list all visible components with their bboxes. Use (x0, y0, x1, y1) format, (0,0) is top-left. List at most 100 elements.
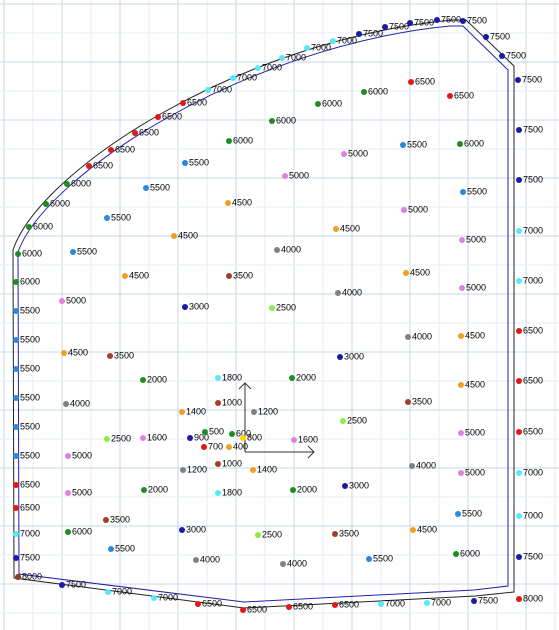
point-dot (458, 382, 464, 388)
point-label: 5500 (150, 182, 170, 192)
point-dot (290, 487, 296, 493)
point-label: 5000 (348, 148, 368, 158)
point-label: 7000 (212, 84, 232, 94)
point-label: 5000 (72, 487, 92, 497)
point-dot (195, 601, 201, 607)
point-label: 7000 (20, 528, 40, 538)
point-label: 6500 (202, 598, 222, 608)
point-label: 7500 (490, 31, 510, 41)
point-label: 7000 (237, 72, 257, 82)
point-dot (13, 366, 19, 372)
point-dot (104, 215, 110, 221)
point-label: 600 (236, 428, 251, 438)
point-dot (255, 65, 261, 71)
point-dot (516, 554, 522, 560)
point-label: 3000 (349, 480, 369, 490)
point-label: 7000 (311, 42, 331, 52)
point-dot (460, 189, 466, 195)
point-label: 6000 (460, 548, 480, 558)
point-label: 6000 (71, 178, 91, 188)
point-label: 2000 (148, 484, 168, 494)
point-dot (458, 333, 464, 339)
point-dot (108, 546, 114, 552)
point-label: 8000 (523, 593, 543, 603)
point-label: 5500 (115, 543, 135, 553)
point-label: 4000 (200, 554, 220, 564)
point-dot (251, 409, 257, 415)
point-label: 6000 (233, 135, 253, 145)
point-dot (341, 151, 347, 157)
point-label: 6500 (139, 127, 159, 137)
point-dot (499, 53, 505, 59)
point-label: 7000 (523, 467, 543, 477)
point-dot (182, 304, 188, 310)
point-dot (516, 278, 522, 284)
point-label: 6000 (33, 221, 53, 231)
point-label: 7500 (523, 124, 543, 134)
point-dot (361, 89, 367, 95)
point-label: 1000 (222, 458, 242, 468)
point-dot (269, 118, 275, 124)
point-label: 6500 (523, 426, 543, 436)
point-label: 6500 (247, 604, 267, 614)
point-label: 6000 (50, 198, 70, 208)
point-label: 7500 (414, 17, 434, 27)
point-label: 7500 (523, 174, 543, 184)
point-dot (274, 247, 280, 253)
point-label: 5000 (72, 450, 92, 460)
point-dot (453, 551, 459, 557)
point-dot (105, 589, 111, 595)
point-dot (226, 138, 232, 144)
point-dot (151, 595, 157, 601)
point-dot (356, 31, 362, 37)
point-dot (193, 557, 199, 563)
point-label: 6500 (293, 601, 313, 611)
point-dot (59, 582, 65, 588)
point-dot (407, 20, 413, 26)
point-label: 7000 (337, 35, 357, 45)
point-dot (458, 430, 464, 436)
point-label: 3000 (189, 301, 209, 311)
point-label: 400 (233, 441, 248, 451)
point-dot (405, 334, 411, 340)
point-dot (286, 604, 292, 610)
point-label: 6500 (115, 144, 135, 154)
point-label: 2000 (147, 374, 167, 384)
point-label: 500 (209, 426, 224, 436)
point-label: 5000 (466, 234, 486, 244)
point-dot (13, 279, 19, 285)
point-dot (401, 207, 407, 213)
point-dot (516, 378, 522, 384)
point-dot (63, 401, 69, 407)
point-label: 7500 (478, 595, 498, 605)
point-dot (434, 17, 440, 23)
point-dot (171, 233, 177, 239)
point-label: 6000 (72, 526, 92, 536)
point-dot (483, 34, 489, 40)
point-dot (13, 505, 19, 511)
point-label: 4000 (416, 460, 436, 470)
point-dot (15, 251, 21, 257)
point-dot (516, 228, 522, 234)
point-dot (332, 531, 338, 537)
point-dot (141, 487, 147, 493)
point-label: 6000 (464, 138, 484, 148)
point-dot (366, 556, 372, 562)
point-label: 4500 (417, 524, 437, 534)
point-dot (26, 224, 32, 230)
point-dot (215, 400, 221, 406)
axes (238, 382, 315, 459)
point-dot (104, 436, 110, 442)
point-label: 4000 (70, 398, 90, 408)
point-dot (304, 45, 310, 51)
point-dot (291, 437, 297, 443)
point-dot (70, 249, 76, 255)
point-label: 1600 (147, 432, 167, 442)
point-label: 3500 (110, 514, 130, 524)
point-label: 1400 (257, 464, 277, 474)
point-dot (140, 435, 146, 441)
point-label: 3000 (344, 351, 364, 361)
point-label: 7500 (441, 14, 461, 24)
point-label: 6000 (20, 276, 40, 286)
point-label: 5500 (407, 139, 427, 149)
